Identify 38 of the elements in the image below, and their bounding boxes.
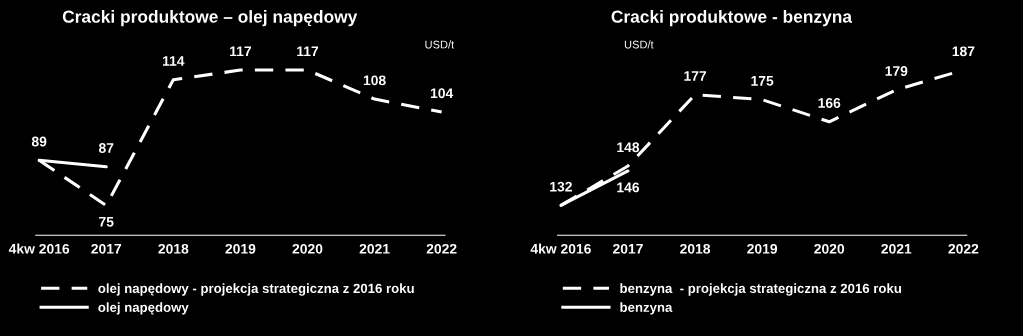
data-label: 114 (162, 56, 185, 66)
legend-label: olej napędowy (98, 302, 189, 315)
x-tick-label: 2018 (680, 243, 711, 254)
data-label: 177 (684, 71, 707, 81)
data-label: 87 (98, 143, 114, 153)
data-label: 117 (230, 46, 251, 57)
data-label: 179 (885, 66, 908, 76)
data-label: 89 (31, 136, 47, 147)
legend-label: olej napędowy - projekcja strategiczna z 2016 roku (98, 283, 414, 296)
x-tick-label: 2018 (158, 243, 189, 254)
chart-title: Cracki produktowe - benzyna (611, 10, 853, 27)
x-tick-label: 2022 (948, 243, 979, 254)
data-label: 108 (363, 75, 386, 86)
x-tick-label: 2020 (292, 243, 323, 254)
legend-label: benzyna - projekcja strategiczna z 2016 roku (620, 283, 901, 296)
data-label: 75 (99, 217, 114, 227)
x-tick-label: 2021 (359, 243, 390, 254)
y-axis-title: USD/t (624, 40, 654, 49)
data-label: 104 (430, 88, 454, 99)
x-tick-label: 2020 (814, 243, 845, 254)
x-tick-label: 2021 (881, 243, 912, 254)
x-tick-label: 2022 (426, 243, 457, 254)
x-tick-label: 4kw 2016 (530, 243, 591, 254)
data-label: 148 (617, 142, 640, 153)
x-tick-label: 4kw 2016 (8, 243, 70, 254)
x-tick-label: 2017 (613, 243, 643, 254)
data-label: 146 (617, 182, 640, 193)
legend-label: benzyna (620, 302, 673, 315)
data-label: 175 (751, 76, 774, 86)
chart-title: Cracki produktowe – olej napędowy (62, 10, 358, 27)
data-label: 187 (952, 46, 975, 57)
y-axis-title: USD/t (425, 40, 455, 49)
data-label: 166 (818, 98, 841, 108)
data-label: 132 (550, 181, 572, 192)
x-tick-label: 2017 (91, 243, 122, 254)
x-tick-label: 2019 (747, 243, 778, 254)
x-tick-label: 2019 (225, 243, 256, 254)
data-label: 117 (297, 46, 319, 57)
